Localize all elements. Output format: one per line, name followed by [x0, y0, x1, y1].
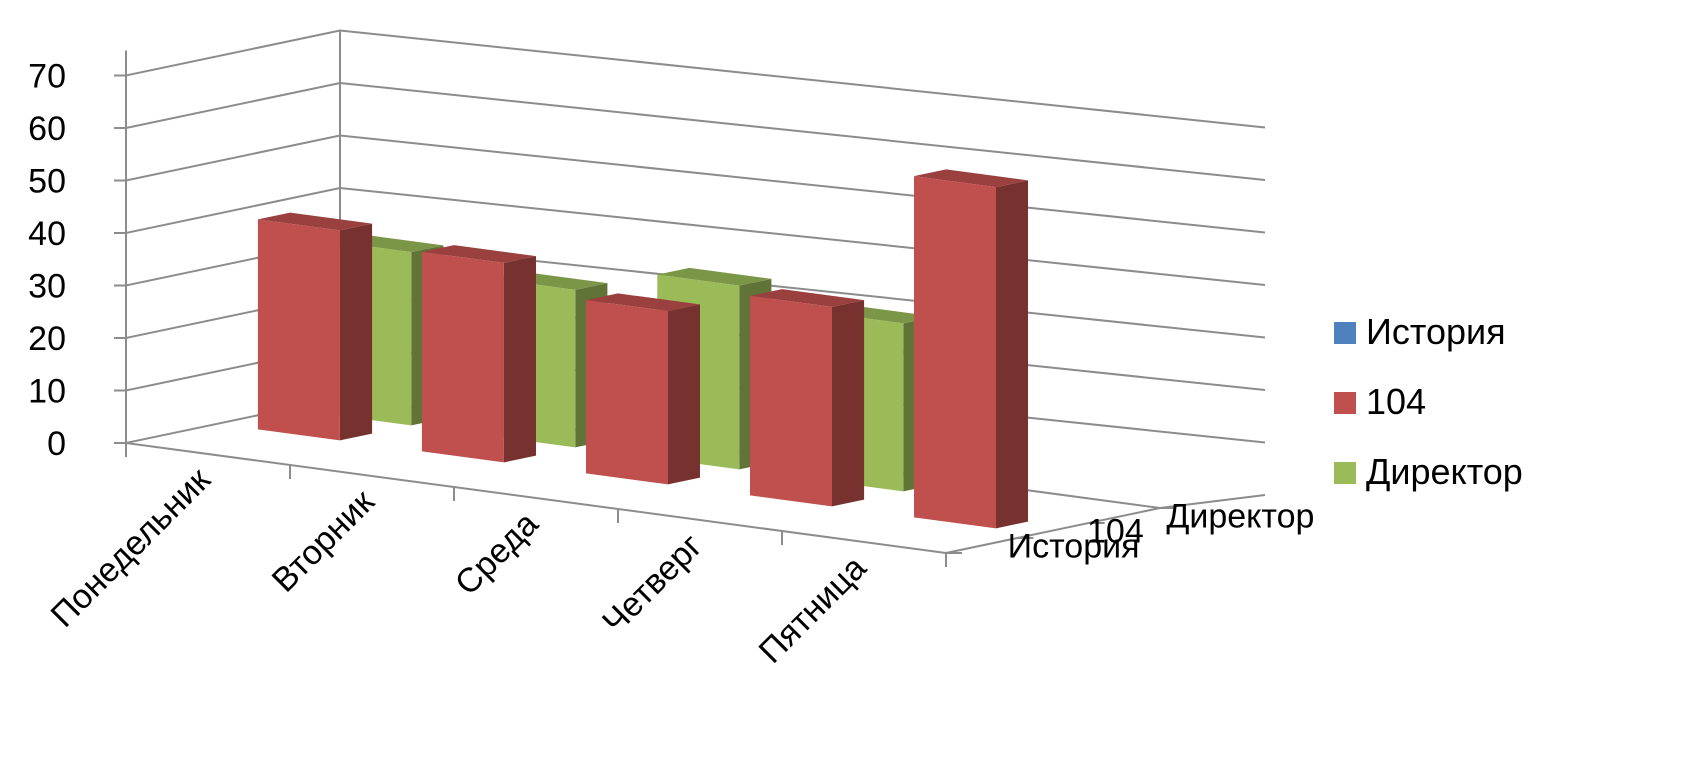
y-tick-label: 20	[28, 320, 66, 358]
bar-side	[503, 256, 536, 463]
chart-bars	[257, 169, 1028, 529]
bar-top	[257, 212, 373, 231]
bar-front	[914, 176, 996, 529]
legend-label: Директор	[1366, 451, 1523, 492]
legend-swatch	[1334, 322, 1356, 344]
x-category-label: Четверг	[595, 527, 709, 641]
depth-axis-label: Директор	[1166, 498, 1314, 536]
bar-104-Четверг	[750, 289, 865, 507]
legend-swatch	[1334, 462, 1356, 484]
bar-top	[421, 245, 536, 263]
depth-axis-label: 104	[1087, 513, 1144, 551]
gridline-70	[125, 29, 1266, 129]
depth-axis-label: История	[1008, 528, 1140, 566]
bar-top	[657, 267, 772, 286]
y-tick-label: 40	[28, 215, 66, 253]
x-category-label: Понедельник	[44, 460, 219, 635]
bar-side	[339, 223, 373, 441]
bar-front	[750, 295, 832, 507]
y-axis-ticks: 0 10 20 30 40 50 60 70	[28, 58, 126, 463]
bar-104-Вторник	[421, 245, 536, 463]
floor-right-ext	[1159, 494, 1266, 509]
bar-side	[996, 180, 1028, 529]
x-category-label: Среда	[448, 505, 546, 603]
x-axis-line	[125, 442, 947, 554]
legend-label: 104	[1366, 381, 1426, 422]
bar-top	[914, 169, 1028, 188]
x-category-label: Пятница	[752, 549, 874, 671]
gridline-60	[125, 81, 1266, 181]
x-category-label: Вторник	[265, 482, 383, 600]
legend-swatch	[1334, 392, 1356, 414]
bar-104-Понедельник	[257, 212, 373, 441]
bar-104-Пятница	[914, 169, 1028, 529]
y-tick-label: 50	[28, 163, 66, 201]
bar-top	[750, 289, 865, 307]
y-tick-label: 60	[28, 110, 66, 148]
bar-front	[421, 251, 504, 463]
bar-side	[832, 300, 865, 507]
depth-axis-line	[945, 507, 1161, 554]
bar-104-Среда	[586, 293, 700, 485]
bar-front	[586, 300, 668, 485]
bar-top	[586, 293, 700, 312]
y-tick-label: 30	[28, 268, 66, 306]
y-tick-label: 70	[28, 58, 66, 96]
y-tick-label: 0	[47, 425, 66, 463]
bar-side	[668, 304, 700, 485]
legend-label: История	[1366, 311, 1506, 352]
bar-front	[257, 219, 340, 441]
y-tick-label: 10	[28, 373, 66, 411]
legend: История 104 Директор	[1334, 311, 1523, 492]
